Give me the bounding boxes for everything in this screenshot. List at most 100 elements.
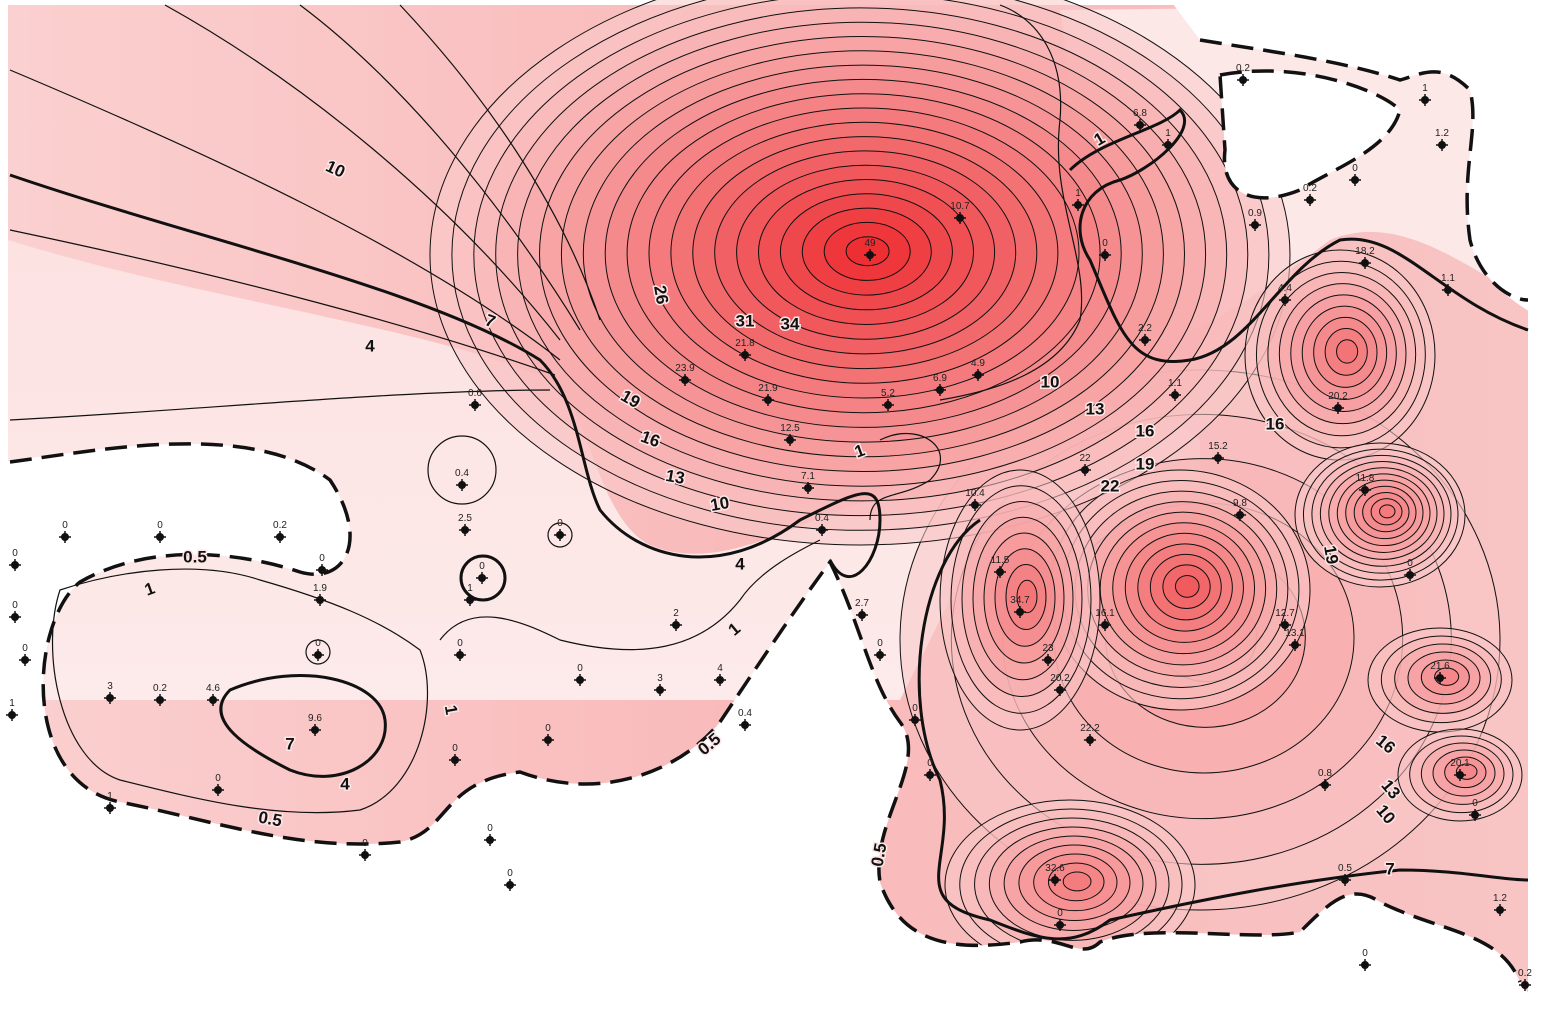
well-label: 22.2 [1080, 723, 1100, 734]
well-label: 0.4 [455, 468, 469, 479]
well-label: 0 [452, 743, 458, 754]
well-label: 0 [877, 638, 883, 649]
well-label: 49 [864, 238, 876, 249]
well-label: 0.2 [273, 520, 287, 531]
contour-label: 0.5 [183, 547, 207, 566]
well-label: 21.8 [735, 338, 755, 349]
well-label: 0 [457, 638, 463, 649]
contour-label: 13 [1086, 399, 1105, 418]
well-label: 4.9 [971, 358, 985, 369]
contour-label: 4 [340, 774, 350, 793]
well-label: 0.2 [153, 683, 167, 694]
contour-label: 31 [736, 311, 755, 330]
well-label: 11.5 [991, 555, 1010, 566]
contour-label: 19 [1136, 454, 1155, 473]
well-label: 9.6 [308, 713, 322, 724]
well-label: 1 [467, 583, 473, 594]
well-label: 1 [9, 698, 15, 709]
contour-label: 4 [735, 554, 745, 573]
well-label: 21.9 [758, 383, 778, 394]
well-label: 0 [1102, 238, 1108, 249]
well-label: 0 [1352, 163, 1358, 174]
well-label: 11.8 [1356, 473, 1375, 484]
well-label: 15.2 [1208, 441, 1228, 452]
well-label: 6.9 [933, 373, 947, 384]
well-label: 0.4 [815, 513, 829, 524]
well-label: 0 [479, 561, 485, 572]
contour-label: 0.5 [868, 842, 891, 869]
well-label: 18.2 [1355, 246, 1375, 257]
well-label: 23 [1042, 643, 1054, 654]
well-label: 3 [657, 673, 663, 684]
well-label: 0.9 [1248, 208, 1262, 219]
well-label: 2.7 [855, 598, 869, 609]
isoline-ring [1063, 872, 1091, 891]
well-label: 3 [107, 681, 113, 692]
well-label: 4 [717, 663, 723, 674]
contour-label: 34 [781, 314, 800, 333]
well-label: 20.1 [1450, 758, 1470, 769]
well-label: 7.1 [801, 471, 815, 482]
well-label: 1.9 [313, 583, 327, 594]
well-label: 12.5 [780, 423, 800, 434]
contour-label: 13 [664, 466, 686, 488]
well-label: 0 [22, 643, 28, 654]
contour-label: 7 [285, 734, 294, 753]
well-label: 0.5 [1338, 863, 1352, 874]
contour-label: 10 [709, 493, 731, 515]
contour-label: 16 [1266, 414, 1285, 433]
well-label: 9.8 [1233, 498, 1247, 509]
well-label: 0 [557, 518, 563, 529]
well-label: 1 [107, 791, 113, 802]
well-label: 0 [507, 868, 513, 879]
well-label: 0 [927, 758, 933, 769]
well-label: 0 [319, 553, 325, 564]
well-label: 0 [545, 723, 551, 734]
well-label: 23.9 [675, 363, 695, 374]
well-label: 6.8 [1133, 108, 1147, 119]
contour-label: 16 [1136, 421, 1155, 440]
well-label: 0 [62, 520, 68, 531]
well-label: 0.2 [1236, 63, 1250, 74]
well-label: 0.4 [738, 708, 752, 719]
well-label: 34.7 [1010, 595, 1030, 606]
well-label: 20.2 [1328, 391, 1348, 402]
contour-label: 26 [650, 284, 672, 306]
well-label: 1 [1165, 128, 1171, 139]
well-label: 32.6 [1045, 863, 1065, 874]
well-label: 0 [12, 548, 18, 559]
well-label: 0 [12, 600, 18, 611]
well-label: 0.8 [1318, 768, 1332, 779]
well-label: 0 [487, 823, 493, 834]
well-label: 0 [577, 663, 583, 674]
well-label: 1.2 [1435, 128, 1449, 139]
empty-zone [1528, 0, 1543, 1013]
well-label: 0.6 [468, 388, 482, 399]
well-label: 0 [1057, 908, 1063, 919]
well-label: 0 [1407, 558, 1413, 569]
isoline-ring [1380, 505, 1395, 518]
well-label: 0 [912, 703, 918, 714]
well-label: 22 [1079, 453, 1091, 464]
well-label: 2.2 [1138, 323, 1152, 334]
well-label: 2 [673, 608, 679, 619]
well-label: 13.1 [1285, 628, 1305, 639]
well-label: 5.2 [881, 388, 895, 399]
isoline-ring [1175, 575, 1199, 597]
well-label: 2.5 [458, 513, 472, 524]
contour-label: 7 [1385, 859, 1394, 878]
well-label: 10.4 [965, 488, 985, 499]
well-label: 10.7 [950, 201, 970, 212]
well-label: 1.1 [1168, 378, 1182, 389]
well-label: 0 [157, 520, 163, 531]
well-label: 0 [315, 638, 321, 649]
contour-map: 000.20000130.24.69.601.9010000.60.42.501… [0, 0, 1543, 1013]
contour-label: 4 [365, 336, 375, 355]
well-label: 1 [1075, 188, 1081, 199]
well-label: 0.2 [1303, 183, 1317, 194]
well-label: 0 [1362, 948, 1368, 959]
contour-label: 22 [1101, 476, 1120, 495]
well-label: 12.7 [1275, 608, 1295, 619]
well-label: 0 [1472, 798, 1478, 809]
well-label: 4.6 [206, 683, 220, 694]
